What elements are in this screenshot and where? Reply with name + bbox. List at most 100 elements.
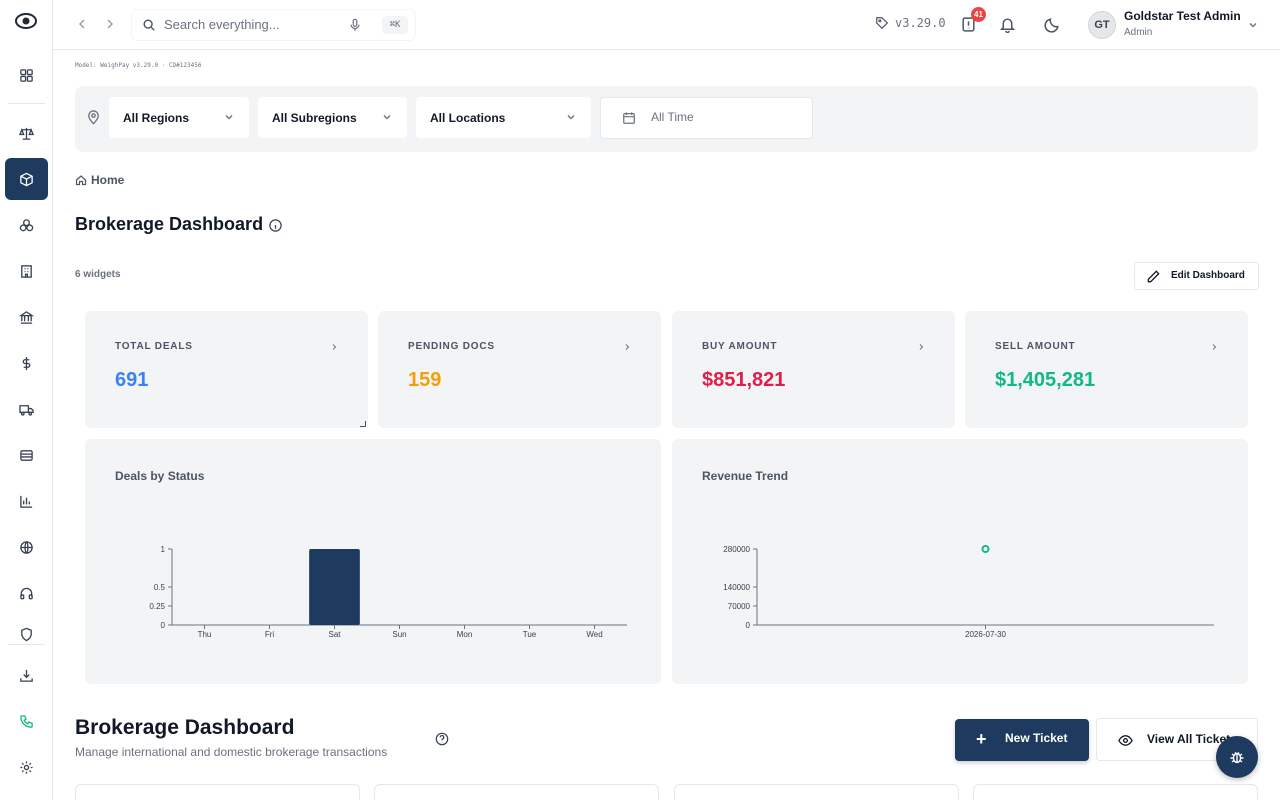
stat-label: SELL AMOUNT <box>995 341 1076 352</box>
x-tick-label: Sat <box>328 630 341 639</box>
sidebar-item-security[interactable] <box>5 618 48 642</box>
section-subtitle: Manage international and domestic broker… <box>75 745 388 759</box>
pencil-icon <box>1147 270 1160 283</box>
x-tick-label: Sun <box>392 630 406 639</box>
chevron-down-icon <box>225 115 233 120</box>
location-pin-icon <box>88 110 99 125</box>
logo-eye-icon[interactable] <box>14 11 38 31</box>
stat-label: BUY AMOUNT <box>702 341 778 352</box>
sidebar-item-global[interactable] <box>5 526 48 568</box>
plus-icon: + <box>976 729 987 749</box>
shield-icon <box>21 627 32 642</box>
chevron-down-icon <box>383 115 391 120</box>
alert-count-badge: 41 <box>971 7 986 22</box>
sidebar-item-shipping[interactable] <box>5 388 48 430</box>
breadcrumb-home[interactable]: Home <box>91 173 125 187</box>
ticket-card[interactable] <box>374 784 659 800</box>
truck-icon <box>19 404 34 416</box>
sidebar-item-support[interactable] <box>5 572 48 614</box>
sidebar-item-banking[interactable] <box>5 296 48 338</box>
sidebar-divider <box>8 103 45 104</box>
alert-icon[interactable] <box>960 16 977 33</box>
y-tick-label: 0.5 <box>154 583 166 592</box>
avatar[interactable]: GT <box>1088 11 1116 39</box>
boxes-icon <box>19 218 34 231</box>
search-box[interactable]: Search everything... ⌘K <box>132 10 415 40</box>
deals-bar-chart: 1 0.5 0.25 0 Thu Fri Sat Sun Mon Tue Wed <box>149 545 627 639</box>
chevron-right-icon <box>625 344 630 350</box>
y-tick-label: 0 <box>746 621 751 630</box>
view-all-tickets-button[interactable]: View All Tickets <box>1096 718 1258 761</box>
edit-dashboard-button[interactable]: Edit Dashboard <box>1134 262 1259 290</box>
stat-value: 691 <box>115 369 149 391</box>
x-tick-label: Tue <box>523 630 537 639</box>
sidebar-item-reports[interactable] <box>5 480 48 522</box>
info-icon[interactable] <box>268 218 283 233</box>
region-select-value: All Regions <box>123 110 190 125</box>
sidebar-item-payments[interactable] <box>5 342 48 384</box>
sidebar-item-brokerage[interactable] <box>5 158 48 200</box>
bell-icon[interactable] <box>999 16 1016 33</box>
filter-bar: All Regions All Subregions All Locations… <box>75 86 1258 152</box>
subregion-select[interactable]: All Subregions <box>258 97 407 138</box>
chart-title: Deals by Status <box>115 469 205 483</box>
ticket-card[interactable] <box>973 784 1258 800</box>
scale-icon <box>19 127 34 140</box>
version-tag: v3.29.0 <box>875 16 946 30</box>
calendar-icon <box>623 112 635 124</box>
sidebar-item-settings[interactable] <box>5 746 48 788</box>
sidebar-item-dashboard[interactable] <box>5 54 48 96</box>
sidebar <box>0 0 53 800</box>
dollar-icon <box>22 356 31 370</box>
region-select[interactable]: All Regions <box>109 97 249 138</box>
stat-card-pending-docs[interactable]: PENDING DOCS 159 <box>378 311 661 428</box>
user-name[interactable]: Goldstar Test Admin <box>1124 9 1241 23</box>
new-ticket-button[interactable]: + New Ticket <box>955 719 1089 761</box>
ticket-card[interactable] <box>75 784 360 800</box>
widgets-count: 6 widgets <box>75 269 121 280</box>
date-range-picker[interactable]: All Time <box>600 97 813 139</box>
moon-icon[interactable] <box>1044 16 1061 33</box>
forward-arrow-icon[interactable] <box>102 16 118 32</box>
user-role: Admin <box>1124 27 1153 38</box>
phone-icon <box>20 714 33 728</box>
sidebar-item-facilities[interactable] <box>5 250 48 292</box>
help-icon[interactable] <box>435 732 449 746</box>
search-icon <box>143 19 155 31</box>
resize-handle[interactable] <box>360 421 366 427</box>
stat-card-total-deals[interactable]: TOTAL DEALS 691 <box>85 311 368 428</box>
sidebar-item-call[interactable] <box>5 700 48 742</box>
new-ticket-label: New Ticket <box>1005 731 1068 745</box>
globe-icon <box>20 540 33 554</box>
chevron-down-icon[interactable] <box>1247 19 1259 31</box>
subregion-select-value: All Subregions <box>272 110 357 125</box>
sidebar-item-inventory[interactable] <box>5 434 48 476</box>
sidebar-item-scales[interactable] <box>5 112 48 154</box>
headphones-icon <box>20 587 33 599</box>
chart-card-deals-by-status: Deals by Status 1 0.5 0.25 0 Thu Fri Sat Sun Mon… <box>85 439 661 684</box>
y-tick-label: 1 <box>161 545 166 554</box>
chevron-right-icon <box>332 344 337 350</box>
microphone-icon[interactable] <box>348 18 362 32</box>
location-select[interactable]: All Locations <box>416 97 591 138</box>
package-icon <box>20 172 33 186</box>
y-tick-label: 70000 <box>728 602 751 611</box>
sidebar-item-materials[interactable] <box>5 204 48 246</box>
x-tick-label: Mon <box>457 630 473 639</box>
stat-card-buy-amount[interactable]: BUY AMOUNT $851,821 <box>672 311 955 428</box>
breadcrumb[interactable]: Home <box>75 173 124 187</box>
chart-card-revenue-trend: Revenue Trend 280000 140000 70000 0 2026-07-… <box>672 439 1248 684</box>
chevron-down-icon <box>567 115 575 120</box>
back-arrow-icon[interactable] <box>74 16 90 32</box>
shortcut-hint: ⌘K <box>382 16 408 34</box>
stat-label: TOTAL DEALS <box>115 341 193 352</box>
ticket-card[interactable] <box>674 784 959 800</box>
eye-icon <box>1118 735 1133 746</box>
bar-chart-icon <box>20 495 33 508</box>
x-tick-label: 2026-07-30 <box>965 630 1006 639</box>
bug-report-button[interactable] <box>1216 736 1258 778</box>
x-tick-label: Wed <box>586 630 602 639</box>
stat-card-sell-amount[interactable]: SELL AMOUNT $1,405,281 <box>965 311 1248 428</box>
sidebar-item-download[interactable] <box>5 654 48 696</box>
search-input[interactable]: Search everything... <box>164 17 280 32</box>
